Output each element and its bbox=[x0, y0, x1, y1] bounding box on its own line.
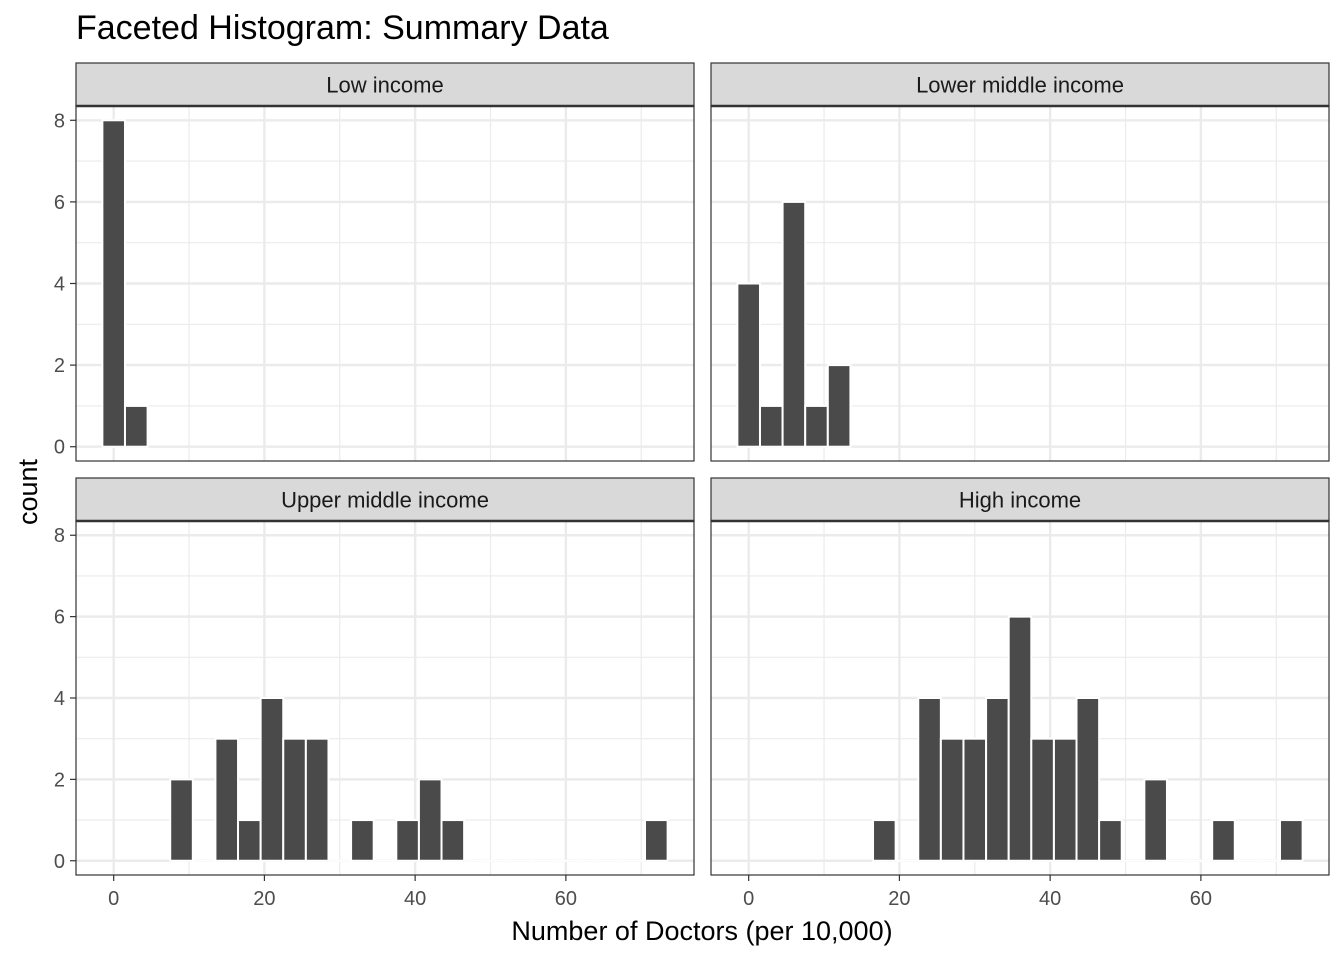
x-tick-label: 60 bbox=[555, 888, 577, 910]
histogram-bar bbox=[123, 404, 149, 448]
x-tick-label: 20 bbox=[253, 888, 275, 910]
histogram-bar bbox=[237, 819, 262, 862]
y-tick-label: 6 bbox=[54, 607, 65, 629]
y-tick-label: 6 bbox=[54, 192, 65, 214]
histogram-bar bbox=[214, 737, 240, 862]
histogram-bar bbox=[1052, 737, 1078, 862]
facet-label: Low income bbox=[326, 73, 443, 98]
histogram-bar bbox=[101, 119, 126, 448]
y-tick-label: 8 bbox=[54, 110, 65, 132]
histogram-bar bbox=[804, 404, 829, 448]
y-tick-label: 0 bbox=[54, 851, 65, 873]
facet-panel-4: High income 0 20 40 60 bbox=[710, 477, 1330, 910]
y-tick-label: 0 bbox=[54, 437, 65, 459]
x-tick-label: 0 bbox=[108, 888, 119, 910]
histogram-bar bbox=[440, 819, 466, 862]
facet-strip bbox=[75, 477, 695, 522]
histogram-bar bbox=[962, 737, 988, 862]
histogram-bar bbox=[917, 697, 942, 862]
histogram-bar bbox=[350, 819, 375, 862]
histogram-bar bbox=[781, 200, 807, 448]
facet-panel-3: Upper middle income 0 2 4 6 8 0 20 40 60 bbox=[54, 477, 695, 910]
histogram-bar bbox=[826, 364, 852, 448]
histogram-bar bbox=[1075, 697, 1101, 862]
chart-title: Faceted Histogram: Summary Data bbox=[76, 9, 609, 47]
facet-panel-2: Lower middle income bbox=[710, 62, 1330, 462]
histogram-bar bbox=[1030, 737, 1055, 862]
histogram-bar bbox=[304, 737, 330, 862]
histogram-bar bbox=[1143, 778, 1168, 862]
histogram-bar bbox=[644, 819, 669, 862]
facet-label: High income bbox=[959, 488, 1081, 513]
histogram-bar bbox=[417, 778, 443, 862]
histogram-bar bbox=[758, 404, 784, 448]
x-tick-label: 40 bbox=[404, 888, 426, 910]
facet-label: Lower middle income bbox=[916, 73, 1124, 98]
x-tick-label: 20 bbox=[888, 888, 910, 910]
y-tick-label: 2 bbox=[54, 355, 65, 377]
facet-panel-1: Low income 0 2 4 6 8 bbox=[54, 62, 695, 462]
y-tick-label: 8 bbox=[54, 525, 65, 547]
x-tick-label: 0 bbox=[743, 888, 754, 910]
facet-label: Upper middle income bbox=[281, 488, 489, 513]
y-tick-label: 2 bbox=[54, 769, 65, 791]
x-tick-label: 40 bbox=[1039, 888, 1061, 910]
histogram-bar bbox=[872, 819, 897, 862]
histogram-bar bbox=[395, 819, 420, 862]
facet-strip bbox=[710, 62, 1330, 107]
facet-panels: Low income 0 2 4 6 8 Lower middle income Upper … bbox=[54, 62, 1330, 910]
y-tick-label: 4 bbox=[54, 274, 65, 296]
histogram-bar bbox=[939, 737, 965, 862]
facet-strip bbox=[75, 62, 695, 107]
histogram-bar bbox=[259, 697, 285, 862]
x-axis-title: Number of Doctors (per 10,000) bbox=[511, 916, 892, 946]
histogram-bar bbox=[1279, 819, 1304, 862]
histogram-bar bbox=[985, 697, 1010, 862]
x-tick-label: 60 bbox=[1190, 888, 1212, 910]
y-axis-title: count bbox=[13, 458, 43, 525]
histogram-bar bbox=[736, 282, 761, 448]
histogram-bar bbox=[1211, 819, 1236, 862]
y-tick-label: 4 bbox=[54, 688, 65, 710]
histogram-bar bbox=[282, 737, 307, 862]
histogram-bar bbox=[1007, 615, 1033, 862]
histogram-bar bbox=[169, 778, 194, 862]
histogram-bar bbox=[1098, 819, 1123, 862]
